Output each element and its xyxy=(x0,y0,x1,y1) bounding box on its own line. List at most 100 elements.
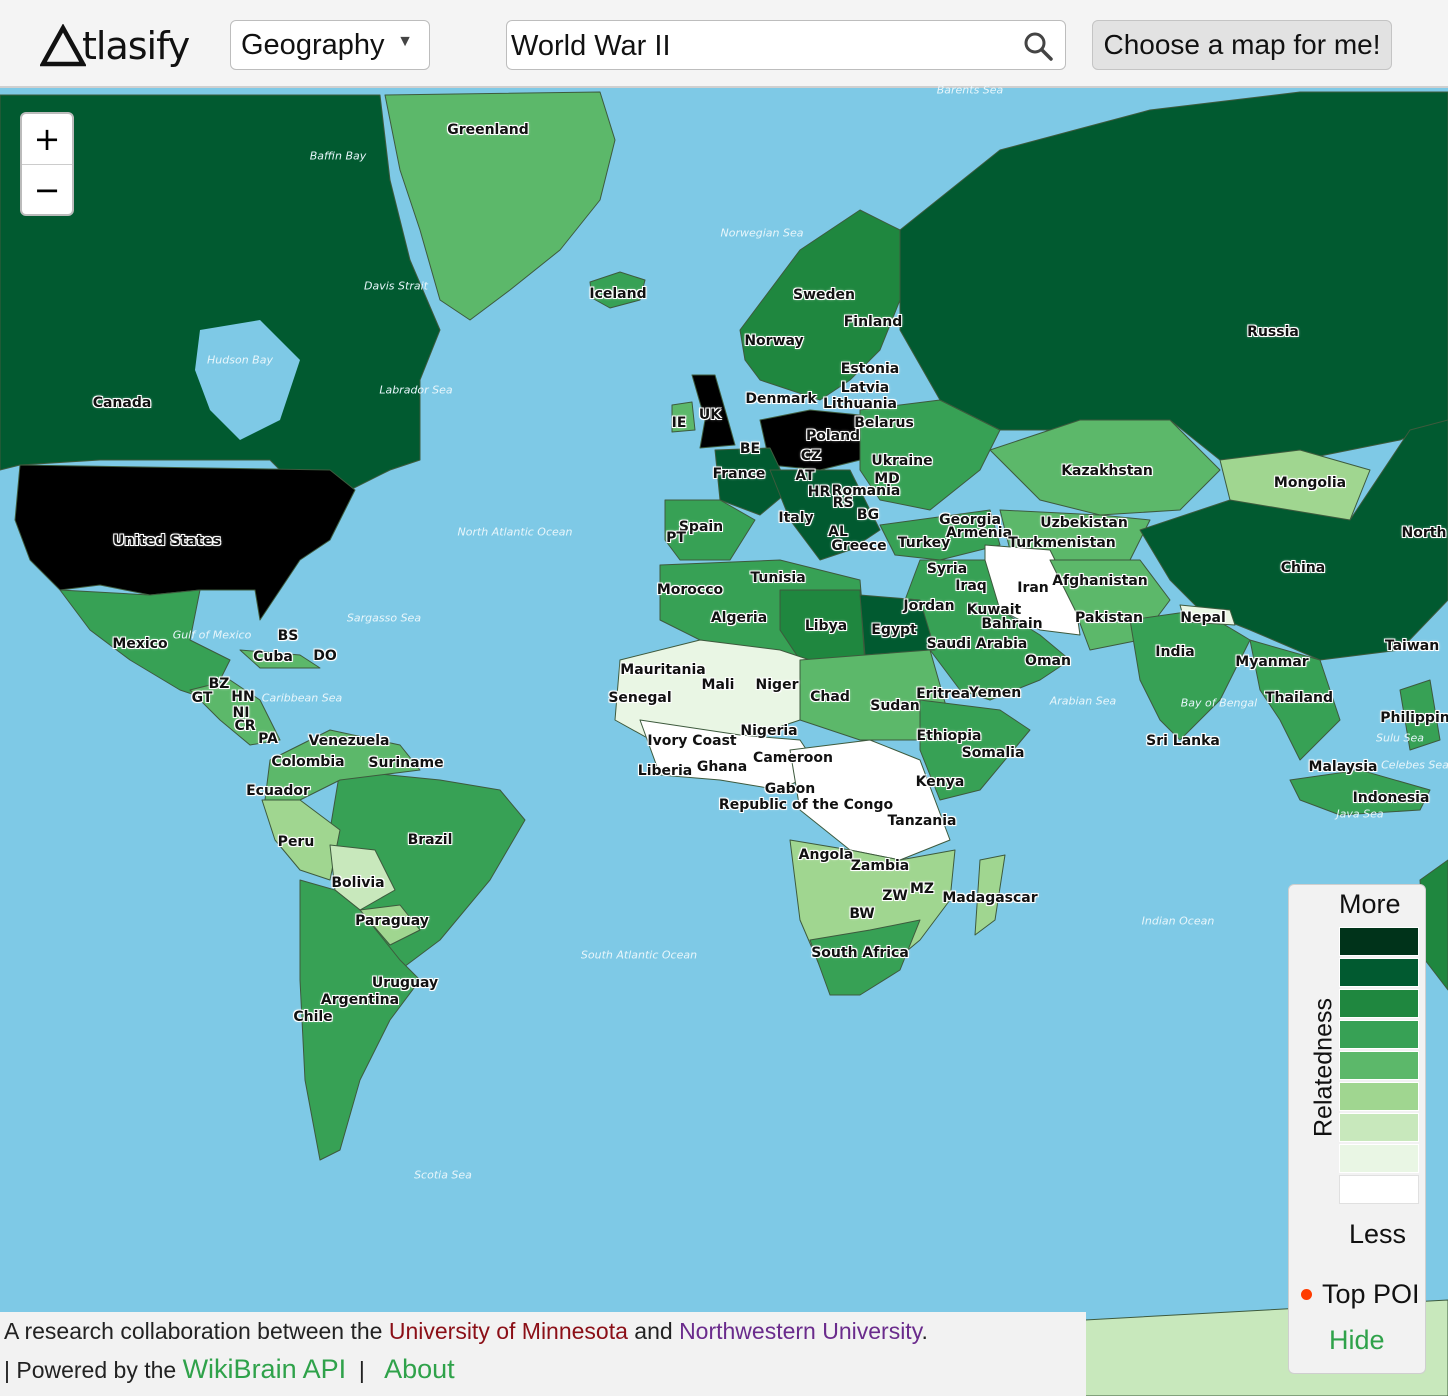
country-label-romania[interactable]: Romania xyxy=(831,483,901,499)
country-central-america[interactable] xyxy=(189,679,281,746)
country-label-gt[interactable]: GT xyxy=(191,690,213,706)
country-label-brazil[interactable]: Brazil xyxy=(407,832,453,848)
country-label-taiwan[interactable]: Taiwan xyxy=(1384,638,1440,654)
country-label-spain[interactable]: Spain xyxy=(678,519,724,535)
country-label-rs[interactable]: RS xyxy=(832,495,854,511)
umn-link[interactable]: University of Minnesota xyxy=(388,1318,628,1344)
country-label-bw[interactable]: BW xyxy=(849,906,875,922)
country-label-cr[interactable]: CR xyxy=(234,718,256,734)
country-label-ukraine[interactable]: Ukraine xyxy=(871,453,933,469)
country-label-philippin[interactable]: Philippin xyxy=(1380,710,1448,726)
country-label-united-states[interactable]: United States xyxy=(113,533,221,549)
country-label-france[interactable]: France xyxy=(712,466,766,482)
country-label-russia[interactable]: Russia xyxy=(1247,324,1299,340)
country-peru[interactable] xyxy=(261,799,341,881)
country-label-ivory-coast[interactable]: Ivory Coast xyxy=(647,733,737,749)
country-central-africa[interactable] xyxy=(789,739,951,861)
country-label-libya[interactable]: Libya xyxy=(804,618,848,634)
country-label-chad[interactable]: Chad xyxy=(810,689,850,705)
country-label-uk[interactable]: UK xyxy=(698,407,722,423)
country-label-ni[interactable]: NI xyxy=(232,705,250,721)
country-label-uruguay[interactable]: Uruguay xyxy=(371,975,439,991)
country-label-pakistan[interactable]: Pakistan xyxy=(1075,610,1143,626)
country-label-madagascar[interactable]: Madagascar xyxy=(942,890,1038,906)
country-label-iceland[interactable]: Iceland xyxy=(589,286,647,302)
country-uk[interactable] xyxy=(691,374,736,449)
country-label-bg[interactable]: BG xyxy=(856,507,880,523)
country-label-bz[interactable]: BZ xyxy=(208,676,230,692)
country-label-indonesia[interactable]: Indonesia xyxy=(1352,790,1430,806)
country-label-gabon[interactable]: Gabon xyxy=(764,781,816,797)
country-label-mexico[interactable]: Mexico xyxy=(112,636,168,652)
country-label-ethiopia[interactable]: Ethiopia xyxy=(916,728,982,744)
country-label-poland[interactable]: Poland xyxy=(805,428,861,444)
country-label-sri-lanka[interactable]: Sri Lanka xyxy=(1146,733,1220,749)
country-label-georgia[interactable]: Georgia xyxy=(939,512,1001,528)
country-mexico[interactable] xyxy=(59,589,231,701)
country-label-md[interactable]: MD xyxy=(874,471,900,487)
country-madagascar[interactable] xyxy=(974,854,1006,936)
country-cuba[interactable] xyxy=(239,649,321,669)
country-nepal[interactable] xyxy=(1179,604,1236,626)
country-label-italy[interactable]: Italy xyxy=(778,510,814,526)
country-label-north[interactable]: North xyxy=(1401,525,1447,541)
country-label-china[interactable]: China xyxy=(1280,560,1326,576)
country-label-cuba[interactable]: Cuba xyxy=(253,649,293,665)
search-input[interactable] xyxy=(509,27,1013,65)
country-label-algeria[interactable]: Algeria xyxy=(710,610,768,626)
country-label-yemen[interactable]: Yemen xyxy=(968,685,1022,701)
country-philippines[interactable] xyxy=(1399,679,1441,751)
country-label-iran[interactable]: Iran xyxy=(1017,580,1049,596)
zoom-out-button[interactable]: − xyxy=(33,171,61,209)
country-iceland[interactable] xyxy=(589,271,646,309)
country-label-pa[interactable]: PA xyxy=(258,731,278,747)
country-label-thailand[interactable]: Thailand xyxy=(1265,690,1333,706)
country-label-kenya[interactable]: Kenya xyxy=(915,774,965,790)
country-label-al[interactable]: AL xyxy=(828,524,848,540)
country-label-norway[interactable]: Norway xyxy=(744,333,804,349)
country-label-myanmar[interactable]: Myanmar xyxy=(1235,654,1309,670)
country-label-nigeria[interactable]: Nigeria xyxy=(740,723,798,739)
country-label-zambia[interactable]: Zambia xyxy=(850,858,910,874)
world-map[interactable] xyxy=(0,88,1448,1396)
country-china[interactable] xyxy=(1139,419,1448,661)
country-label-jordan[interactable]: Jordan xyxy=(903,598,955,614)
country-label-malaysia[interactable]: Malaysia xyxy=(1308,759,1378,775)
country-label-ecuador[interactable]: Ecuador xyxy=(246,783,310,799)
country-label-tanzania[interactable]: Tanzania xyxy=(887,813,957,829)
atlasify-logo[interactable]: tlasify xyxy=(40,18,190,74)
country-label-kazakhstan[interactable]: Kazakhstan xyxy=(1061,463,1153,479)
country-label-syria[interactable]: Syria xyxy=(926,561,968,577)
search-box[interactable] xyxy=(506,20,1066,70)
country-label-ie[interactable]: IE xyxy=(671,415,687,431)
country-united-states[interactable] xyxy=(14,464,356,621)
country-label-turkey[interactable]: Turkey xyxy=(897,535,951,551)
country-egypt[interactable] xyxy=(859,594,936,656)
country-label-somalia[interactable]: Somalia xyxy=(961,745,1025,761)
country-label-eritrea[interactable]: Eritrea xyxy=(916,686,970,702)
country-label-niger[interactable]: Niger xyxy=(755,677,799,693)
country-label-hr[interactable]: HR xyxy=(807,484,831,500)
country-label-mongolia[interactable]: Mongolia xyxy=(1273,475,1347,491)
country-label-colombia[interactable]: Colombia xyxy=(271,754,345,770)
country-canada[interactable] xyxy=(0,94,441,501)
country-france[interactable] xyxy=(714,447,791,516)
category-select[interactable]: Geography ▼ xyxy=(230,20,430,70)
country-label-canada[interactable]: Canada xyxy=(92,395,152,411)
country-paraguay[interactable] xyxy=(359,904,421,946)
country-label-oman[interactable]: Oman xyxy=(1025,653,1071,669)
country-label-tunisia[interactable]: Tunisia xyxy=(750,570,806,586)
country-label-zw[interactable]: ZW xyxy=(882,888,908,904)
country-label-finland[interactable]: Finland xyxy=(843,314,903,330)
country-greenland[interactable] xyxy=(384,91,616,321)
country-label-bs[interactable]: BS xyxy=(277,628,299,644)
country-ireland[interactable] xyxy=(671,401,696,433)
country-label-chile[interactable]: Chile xyxy=(293,1009,333,1025)
country-label-cameroon[interactable]: Cameroon xyxy=(753,750,833,766)
country-label-armenia[interactable]: Armenia xyxy=(945,525,1013,541)
choose-map-button[interactable]: Choose a map for me! xyxy=(1092,20,1392,70)
country-label-peru[interactable]: Peru xyxy=(277,834,315,850)
country-label-india[interactable]: India xyxy=(1155,644,1195,660)
country-label-sweden[interactable]: Sweden xyxy=(793,287,855,303)
country-southeast-asia[interactable] xyxy=(1249,639,1341,761)
